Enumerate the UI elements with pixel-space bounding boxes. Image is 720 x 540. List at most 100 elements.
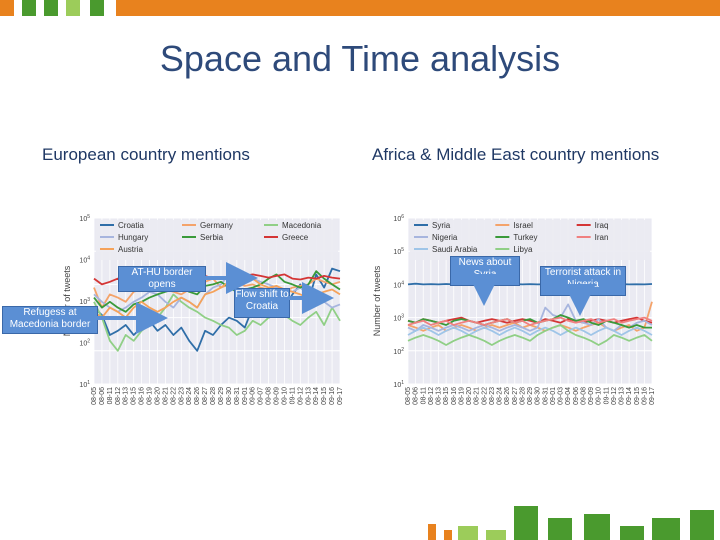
- legend-label: Nigeria: [432, 233, 458, 242]
- accent-block: [514, 506, 538, 540]
- x-tick-label: 08-19: [147, 387, 154, 405]
- x-tick-label: 08-29: [527, 387, 534, 405]
- bottom-accent-bar: [0, 500, 720, 540]
- x-tick-label: 09-13: [305, 387, 312, 405]
- x-tick-label: 08-05: [405, 387, 412, 405]
- accent-block: [458, 526, 478, 540]
- x-tick-label: 09-01: [550, 387, 557, 405]
- x-tick-label: 08-26: [194, 387, 201, 405]
- x-tick-label: 09-08: [580, 387, 587, 405]
- x-tick-label: 08-28: [519, 387, 526, 405]
- accent-square: [66, 0, 80, 16]
- x-tick-label: 09-16: [641, 387, 648, 405]
- x-tick-label: 08-28: [210, 387, 217, 405]
- y-tick-label: 106: [393, 214, 404, 223]
- y-tick-label: 104: [393, 280, 404, 289]
- x-tick-label: 09-06: [573, 387, 580, 405]
- legend-label: Hungary: [118, 233, 148, 242]
- legend-label: Serbia: [200, 233, 224, 242]
- x-tick-label: 08-16: [451, 387, 458, 405]
- accent-square: [0, 0, 14, 16]
- x-tick-label: 09-01: [242, 387, 249, 405]
- x-tick-label: 08-05: [91, 387, 98, 405]
- legend-label: Libya: [513, 245, 533, 254]
- x-tick-label: 08-22: [170, 387, 177, 405]
- x-tick-label: 09-15: [321, 387, 328, 405]
- legend-label: Saudi Arabia: [432, 245, 478, 254]
- x-tick-label: 08-27: [202, 387, 209, 405]
- series-line-saudi-arabia: [407, 326, 653, 336]
- legend-label: Turkey: [513, 233, 537, 242]
- x-tick-label: 08-11: [107, 387, 114, 404]
- european-mentions-chart: 101 102 103 104 105 Number of tweets 08-05 08-0…: [62, 214, 344, 405]
- x-tick-label: 09-11: [289, 387, 296, 404]
- x-tick-label: 09-03: [558, 387, 565, 405]
- x-tick-label: 09-12: [611, 387, 618, 405]
- accent-block: [584, 514, 610, 540]
- y-tick-label: 104: [79, 256, 90, 265]
- accent-block: [690, 510, 714, 540]
- x-tick-label: 09-09: [274, 387, 281, 405]
- accent-square: [22, 0, 36, 16]
- x-tick-label: 08-13: [436, 387, 443, 405]
- x-tick-label: 08-27: [512, 387, 519, 405]
- x-tick-label: 09-13: [619, 387, 626, 405]
- series-line-serbia: [93, 270, 341, 313]
- x-tick-label: 08-30: [535, 387, 542, 405]
- accent-block: [548, 518, 572, 540]
- legend-label: Croatia: [118, 221, 144, 230]
- x-tick-label: 08-26: [504, 387, 511, 405]
- y-axis-label: Number of tweets: [62, 265, 72, 336]
- legend-label: Iran: [595, 233, 609, 242]
- x-tick-label: 09-10: [281, 387, 288, 405]
- accent-block: [428, 524, 436, 540]
- x-tick-label: 08-16: [139, 387, 146, 405]
- x-tick-label: 08-31: [234, 387, 241, 405]
- x-tick-label: 08-21: [162, 387, 169, 405]
- legend-label: Syria: [432, 221, 451, 230]
- y-tick-label: 105: [393, 247, 404, 256]
- x-tick-label: 08-19: [458, 387, 465, 405]
- x-tick-label: 08-31: [542, 387, 549, 405]
- accent-block: [620, 526, 644, 540]
- x-tick-label: 08-13: [123, 387, 130, 405]
- series-line-hungary: [93, 267, 341, 313]
- x-tick-label: 08-29: [218, 387, 225, 405]
- x-tick-label: 08-21: [474, 387, 481, 405]
- x-tick-label: 08-22: [481, 387, 488, 405]
- x-tick-label: 09-15: [634, 387, 641, 405]
- series-line-macedonia: [93, 293, 341, 352]
- slide-title: Space and Time analysis: [159, 38, 561, 79]
- x-tick-label: 08-24: [186, 387, 193, 405]
- x-tick-label: 08-20: [154, 387, 161, 405]
- y-tick-label: 103: [79, 297, 90, 306]
- x-tick-label: 09-12: [297, 387, 304, 405]
- x-tick-label: 09-09: [588, 387, 595, 405]
- x-tick-label: 08-06: [413, 387, 420, 405]
- y-tick-label: 101: [393, 380, 404, 389]
- x-tick-label: 09-16: [329, 387, 336, 405]
- legend-label: Iraq: [595, 221, 609, 230]
- accent-square: [90, 0, 104, 16]
- y-tick-label: 102: [79, 339, 90, 348]
- x-tick-label: 09-17: [649, 387, 656, 405]
- left-heading: European country mentions: [42, 145, 250, 164]
- accent-square: [44, 0, 58, 16]
- legend-label: Austria: [118, 245, 143, 254]
- x-tick-label: 08-23: [489, 387, 496, 405]
- y-tick-label: 102: [393, 347, 404, 356]
- legend-background: [410, 220, 650, 260]
- x-tick-label: 09-06: [250, 387, 257, 405]
- x-tick-label: 09-17: [337, 387, 344, 405]
- y-axis-label: Number of tweets: [372, 265, 382, 336]
- series-line-libya: [407, 324, 653, 346]
- callout-macedonia-border: Refugess at Macedonia border: [2, 306, 98, 334]
- x-tick-label: 08-20: [466, 387, 473, 405]
- x-tick-label: 08-06: [99, 387, 106, 405]
- x-tick-label: 09-07: [258, 387, 265, 405]
- legend-label: Macedonia: [282, 221, 322, 230]
- x-tick-label: 08-30: [226, 387, 233, 405]
- legend-label: Greece: [282, 233, 309, 242]
